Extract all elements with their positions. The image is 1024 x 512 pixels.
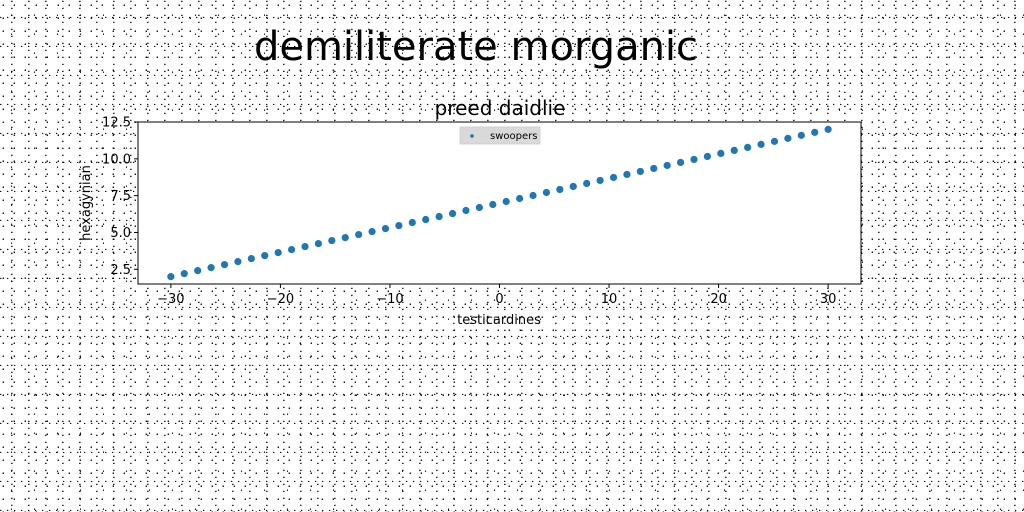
legend-box: [459, 126, 541, 145]
data-point: [516, 194, 524, 203]
data-point: [542, 188, 551, 197]
data-point: [663, 161, 671, 170]
data-point: [167, 273, 175, 281]
data-point: [194, 267, 202, 275]
legend: swoopers: [459, 126, 541, 145]
data-point: [744, 143, 752, 151]
data-point: [395, 221, 403, 230]
data-point: [757, 140, 765, 148]
data-point: [448, 209, 457, 218]
data-point: [529, 191, 537, 200]
x-axis-label: testicardines: [457, 313, 541, 328]
data-point: [489, 200, 497, 209]
data-point: [261, 251, 269, 260]
data-point: [811, 128, 819, 136]
y-tick-label: 7.5: [110, 189, 131, 204]
x-tick-label: 0: [495, 292, 503, 307]
data-point: [422, 215, 430, 224]
data-point: [408, 218, 416, 227]
data-point: [596, 176, 604, 185]
x-axis-ticks: −30 −20 −10 0 10 20 30: [157, 284, 836, 307]
x-tick-label: 10: [601, 292, 618, 307]
data-point: [703, 152, 712, 161]
data-point: [676, 158, 685, 167]
data-point: [730, 146, 738, 155]
data-point: [717, 149, 725, 158]
data-point: [609, 173, 618, 182]
data-point: [556, 185, 564, 194]
data-point: [824, 125, 832, 133]
x-tick-label: −30: [157, 292, 184, 307]
data-point: [314, 239, 323, 248]
x-tick-label: 20: [710, 292, 727, 307]
data-point: [220, 261, 229, 269]
data-point: [341, 233, 349, 242]
data-point: [583, 179, 591, 188]
y-axis-ticks: 2.5 5.0 7.5 10.0 12.5: [102, 116, 138, 278]
data-point: [502, 197, 510, 206]
figure-title: demiliterate morganic: [254, 24, 698, 70]
data-point: [274, 248, 282, 257]
y-tick-label: 5.0: [110, 226, 131, 241]
data-point: [234, 258, 242, 266]
series-layer: [167, 125, 832, 281]
data-point: [381, 224, 390, 233]
data-point: [690, 155, 698, 164]
x-tick-label: 30: [820, 292, 837, 307]
data-point: [180, 270, 188, 278]
data-point: [475, 203, 483, 212]
data-point: [569, 182, 577, 191]
data-point: [623, 170, 631, 179]
y-tick-label: 12.5: [102, 116, 131, 131]
y-axis-label: hexagynian: [79, 165, 94, 241]
plot-area: [137, 121, 862, 285]
data-point: [770, 137, 779, 145]
legend-marker-swoopers: [470, 134, 474, 138]
data-point: [797, 131, 805, 139]
data-point: [207, 264, 215, 272]
y-tick-label: 2.5: [110, 263, 131, 278]
data-point: [435, 212, 443, 221]
data-point: [328, 236, 336, 245]
data-point: [650, 164, 658, 173]
data-point: [301, 242, 309, 251]
data-point: [368, 227, 376, 236]
data-point: [636, 167, 644, 176]
data-point: [247, 255, 255, 263]
data-point: [784, 134, 792, 142]
legend-label-swoopers: swoopers: [490, 131, 537, 142]
x-tick-label: −10: [376, 292, 403, 307]
data-point: [355, 230, 363, 239]
x-tick-label: −20: [267, 292, 294, 307]
y-tick-label: 10.0: [102, 152, 131, 167]
data-point: [287, 245, 296, 254]
chart-title: preed daidlie: [435, 96, 566, 120]
data-point: [462, 206, 470, 215]
